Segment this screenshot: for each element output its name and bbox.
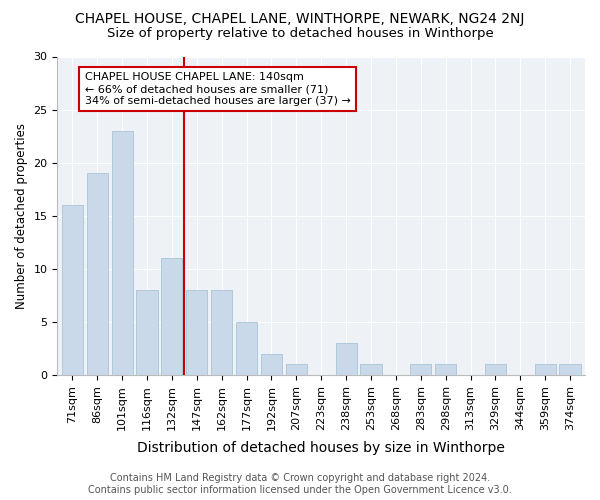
Bar [286,364,307,375]
Bar [136,290,158,375]
Text: CHAPEL HOUSE, CHAPEL LANE, WINTHORPE, NEWARK, NG24 2NJ: CHAPEL HOUSE, CHAPEL LANE, WINTHORPE, NE… [76,12,524,26]
Bar [335,343,356,375]
Bar [535,364,556,375]
Y-axis label: Number of detached properties: Number of detached properties [15,123,28,309]
Bar [485,364,506,375]
Bar [410,364,431,375]
Text: Size of property relative to detached houses in Winthorpe: Size of property relative to detached ho… [107,28,493,40]
Text: CHAPEL HOUSE CHAPEL LANE: 140sqm
← 66% of detached houses are smaller (71)
34% o: CHAPEL HOUSE CHAPEL LANE: 140sqm ← 66% o… [85,72,350,106]
Bar [236,322,257,375]
Bar [62,205,83,375]
Bar [112,131,133,375]
Bar [361,364,382,375]
Bar [435,364,456,375]
Bar [186,290,208,375]
Bar [161,258,182,375]
Text: Contains HM Land Registry data © Crown copyright and database right 2024.
Contai: Contains HM Land Registry data © Crown c… [88,474,512,495]
Bar [211,290,232,375]
Bar [86,174,108,375]
X-axis label: Distribution of detached houses by size in Winthorpe: Distribution of detached houses by size … [137,441,505,455]
Bar [559,364,581,375]
Bar [261,354,282,375]
